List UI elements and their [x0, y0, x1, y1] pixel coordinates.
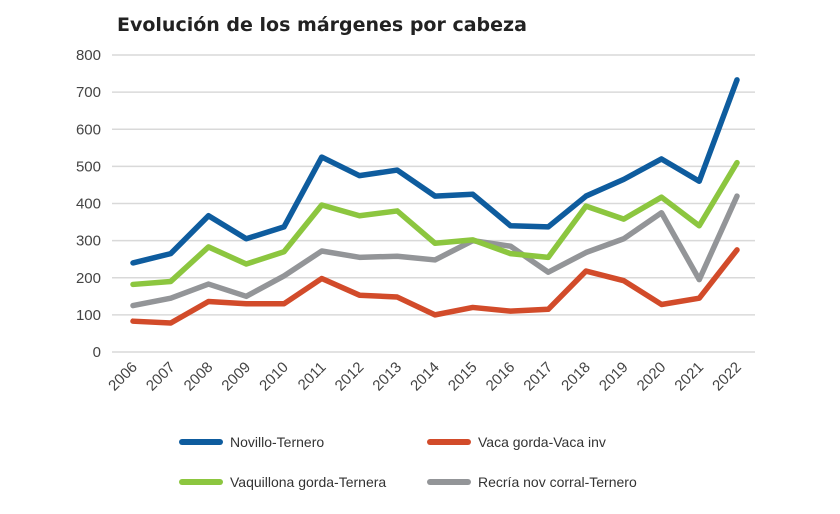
x-tick-label: 2019: [596, 359, 632, 395]
series-line-3: [130, 193, 740, 309]
x-tick-label: 2009: [218, 359, 254, 395]
x-tick-label: 2010: [256, 359, 292, 395]
x-tick-label: 2016: [483, 359, 519, 395]
x-tick-label: 2012: [332, 359, 368, 395]
x-tick-label: 2017: [520, 359, 556, 395]
legend-label: Vaquillona gorda-Ternera: [230, 474, 386, 490]
x-tick-label: 2018: [558, 359, 594, 395]
y-tick-label: 600: [76, 121, 101, 138]
y-tick-label: 500: [76, 158, 101, 175]
legend-label: Vaca gorda-Vaca inv: [478, 434, 606, 450]
x-tick-label: 2020: [634, 359, 670, 395]
x-tick-label: 2011: [295, 359, 330, 394]
y-tick-label: 800: [76, 47, 101, 64]
y-tick-label: 0: [93, 344, 101, 361]
legend-label: Novillo-Ternero: [230, 434, 324, 450]
x-tick-label: 2007: [143, 359, 179, 395]
x-tick-label: 2021: [671, 359, 707, 395]
legend-item: Vaca gorda-Vaca inv: [427, 434, 606, 450]
y-tick-label: 700: [76, 84, 101, 101]
legend-item: Recría nov corral-Ternero: [427, 474, 637, 490]
legend-label: Recría nov corral-Ternero: [478, 474, 637, 490]
series-line-1: [130, 247, 740, 326]
chart-title: Evolución de los márgenes por cabeza: [117, 14, 527, 36]
y-tick-label: 400: [76, 196, 101, 213]
legend-item: Vaquillona gorda-Ternera: [179, 474, 386, 490]
x-tick-label: 2015: [445, 359, 481, 395]
y-tick-label: 300: [76, 233, 101, 250]
y-tick-label: 100: [76, 307, 101, 324]
legend-item: Novillo-Ternero: [179, 434, 324, 450]
x-tick-label: 2013: [369, 359, 405, 395]
x-tick-label: 2022: [709, 359, 745, 395]
x-tick-label: 2008: [181, 359, 217, 395]
series-line-0: [130, 77, 740, 266]
y-tick-label: 200: [76, 270, 101, 287]
x-tick-label: 2014: [407, 359, 443, 395]
x-tick-label: 2006: [105, 359, 141, 395]
series-line-2: [130, 159, 740, 288]
